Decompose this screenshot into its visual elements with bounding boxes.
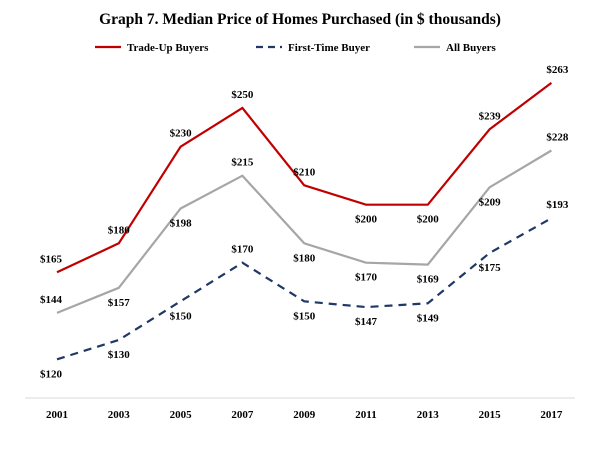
data-label-first-time-buyer-2009: $150 bbox=[293, 310, 316, 322]
data-label-all-buyers-2001: $144 bbox=[40, 294, 63, 306]
data-label-trade-up-buyers-2009: $210 bbox=[293, 166, 316, 178]
data-label-trade-up-buyers-2003: $180 bbox=[108, 224, 131, 236]
series-line-first-time-buyer bbox=[56, 217, 552, 361]
x-axis-tick-labels: 2001 2003 2005 2007 2009 2011 2013 2015 2017 bbox=[46, 409, 563, 421]
series-line-trade-up-buyers bbox=[56, 82, 553, 274]
x-tick-label-2015: 2015 bbox=[479, 409, 502, 421]
data-label-first-time-buyer-2007: $170 bbox=[231, 244, 254, 256]
data-label-trade-up-buyers-2011: $200 bbox=[355, 214, 378, 226]
data-label-first-time-buyer-2005: $150 bbox=[170, 310, 193, 322]
data-label-all-buyers-2007: $215 bbox=[231, 157, 254, 169]
x-tick-label-2011: 2011 bbox=[355, 409, 376, 421]
series-layer bbox=[56, 82, 553, 361]
data-label-all-buyers-2005: $198 bbox=[170, 218, 193, 230]
data-label-all-buyers-2017: $228 bbox=[546, 132, 569, 144]
data-label-all-buyers-2003: $157 bbox=[108, 297, 131, 309]
data-label-all-buyers-2009: $180 bbox=[293, 252, 316, 264]
data-label-trade-up-buyers-2013: $200 bbox=[417, 214, 440, 226]
data-label-all-buyers-2013: $169 bbox=[417, 274, 440, 286]
data-label-first-time-buyer-2001: $120 bbox=[40, 368, 63, 380]
legend-label-all-buyers: All Buyers bbox=[446, 42, 497, 54]
data-label-all-buyers-2015: $209 bbox=[479, 196, 502, 208]
data-labels-layer: $165 $180 $230 $250 $210 $200 $200 $239 $263 $120… bbox=[40, 64, 569, 380]
x-tick-label-2007: 2007 bbox=[231, 409, 254, 421]
data-label-trade-up-buyers-2001: $165 bbox=[40, 253, 63, 265]
data-label-first-time-buyer-2013: $149 bbox=[417, 312, 440, 324]
data-label-trade-up-buyers-2015: $239 bbox=[479, 110, 502, 122]
legend-label-first-time-buyer: First-Time Buyer bbox=[288, 42, 370, 54]
legend: Trade-Up Buyers First-Time Buyer All Buyer… bbox=[95, 42, 497, 54]
data-label-trade-up-buyers-2007: $250 bbox=[231, 89, 254, 101]
x-tick-label-2003: 2003 bbox=[108, 409, 131, 421]
legend-label-trade-up-buyers: Trade-Up Buyers bbox=[127, 42, 209, 54]
data-label-first-time-buyer-2011: $147 bbox=[355, 316, 378, 328]
data-label-first-time-buyer-2003: $130 bbox=[108, 349, 131, 361]
chart-title: Graph 7. Median Price of Homes Purchased… bbox=[99, 11, 501, 28]
data-label-trade-up-buyers-2005: $230 bbox=[170, 128, 193, 140]
data-label-trade-up-buyers-2017: $263 bbox=[546, 64, 569, 76]
x-tick-label-2005: 2005 bbox=[170, 409, 193, 421]
x-tick-label-2009: 2009 bbox=[293, 409, 316, 421]
x-tick-label-2001: 2001 bbox=[46, 409, 68, 421]
data-label-first-time-buyer-2015: $175 bbox=[479, 262, 502, 274]
series-line-all-buyers bbox=[56, 149, 552, 314]
x-tick-label-2013: 2013 bbox=[417, 409, 440, 421]
data-label-first-time-buyer-2017: $193 bbox=[546, 199, 569, 211]
x-tick-label-2017: 2017 bbox=[540, 409, 563, 421]
data-label-all-buyers-2011: $170 bbox=[355, 272, 378, 284]
